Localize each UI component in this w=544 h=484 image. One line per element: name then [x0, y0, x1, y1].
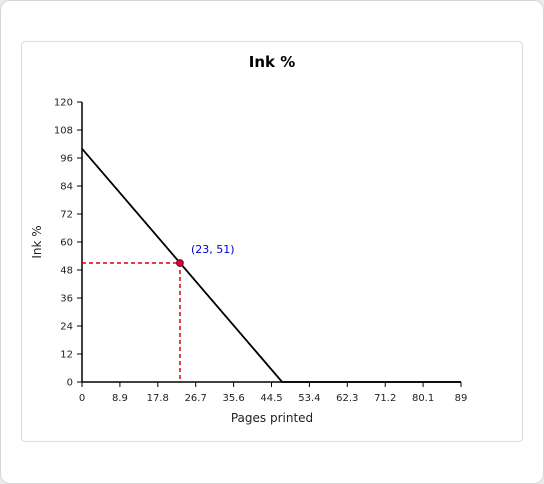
y-axis-label: Ink %	[30, 225, 44, 258]
y-tick-label: 36	[60, 294, 73, 305]
y-tick-label: 24	[60, 322, 73, 333]
x-tick-label: 53.4	[298, 393, 320, 404]
y-axis-ticks: 0 12 24 36 48 60 72 84 96 108 120	[54, 98, 82, 389]
y-tick-label: 84	[60, 182, 73, 193]
y-tick-label: 108	[54, 126, 73, 137]
highlight-point-label: (23, 51)	[191, 243, 235, 256]
y-tick-label: 48	[60, 266, 73, 277]
x-tick-label: 26.7	[185, 393, 207, 404]
x-tick-label: 8.9	[112, 393, 128, 404]
x-tick-label: 0	[79, 393, 85, 404]
series-group	[81, 148, 461, 383]
x-tick-label: 80.1	[412, 393, 434, 404]
y-tick-label: 120	[54, 98, 73, 109]
x-tick-label: 17.8	[147, 393, 169, 404]
x-axis-label: Pages printed	[231, 411, 313, 425]
x-axis-ticks: 0 8.9 17.8 26.7 35.6 44.5 53.4 62.3 71.2 80.1 89	[79, 382, 468, 404]
chart-title: Ink %	[249, 53, 296, 71]
highlight-group: (23, 51)	[82, 243, 235, 382]
y-tick-label: 12	[60, 350, 73, 361]
highlight-point	[176, 259, 184, 267]
y-tick-label: 60	[60, 238, 73, 249]
chart-card	[21, 41, 523, 442]
x-tick-label: 35.6	[222, 393, 244, 404]
series-line	[81, 148, 461, 383]
y-tick-label: 96	[60, 154, 73, 165]
x-tick-label: 62.3	[336, 393, 358, 404]
y-tick-label: 0	[67, 378, 73, 389]
x-tick-label: 71.2	[374, 393, 396, 404]
x-tick-label: 44.5	[260, 393, 282, 404]
y-tick-label: 72	[60, 210, 73, 221]
x-tick-label: 89	[455, 393, 468, 404]
